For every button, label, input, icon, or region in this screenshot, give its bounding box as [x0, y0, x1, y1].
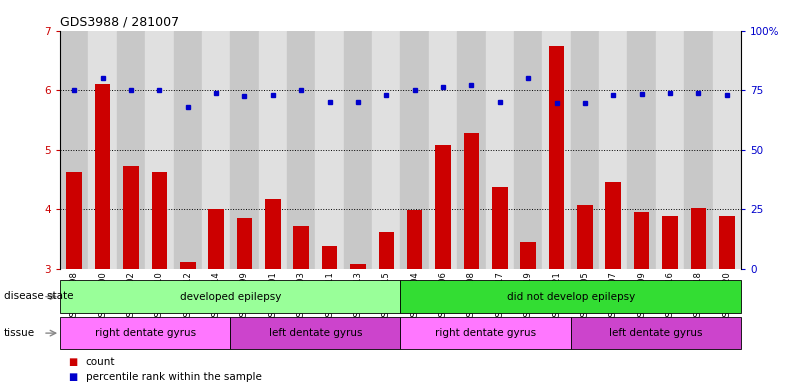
Bar [599, 31, 627, 269]
Text: disease state: disease state [4, 291, 74, 301]
Text: developed epilepsy: developed epilepsy [179, 291, 281, 302]
Text: tissue: tissue [4, 328, 35, 338]
Bar [662, 217, 678, 269]
Bar [180, 262, 195, 269]
Bar [145, 31, 174, 269]
Bar [627, 31, 656, 269]
Bar [66, 172, 82, 269]
Bar [287, 31, 316, 269]
Bar [344, 31, 372, 269]
Text: ■: ■ [68, 357, 78, 367]
Bar [60, 280, 400, 313]
Bar [606, 182, 621, 269]
Bar [570, 317, 741, 349]
Bar [684, 31, 713, 269]
Bar [174, 31, 202, 269]
Bar [400, 317, 570, 349]
Bar [123, 166, 139, 269]
Bar [429, 31, 457, 269]
Bar [265, 199, 280, 269]
Text: did not develop epilepsy: did not develop epilepsy [506, 291, 635, 302]
Bar [485, 31, 514, 269]
Bar [464, 133, 479, 269]
Bar [577, 205, 593, 269]
Bar [713, 31, 741, 269]
Bar [634, 212, 650, 269]
Bar [400, 280, 741, 313]
Text: ■: ■ [68, 372, 78, 382]
Bar [549, 46, 565, 269]
Text: count: count [86, 357, 115, 367]
Bar [514, 31, 542, 269]
Bar [60, 31, 88, 269]
Bar [88, 31, 117, 269]
Bar [719, 217, 735, 269]
Bar [570, 31, 599, 269]
Text: GDS3988 / 281007: GDS3988 / 281007 [60, 15, 179, 28]
Bar [542, 31, 570, 269]
Bar [151, 172, 167, 269]
Bar [322, 246, 337, 269]
Bar [457, 31, 485, 269]
Bar [208, 209, 224, 269]
Bar [400, 31, 429, 269]
Text: right dentate gyrus: right dentate gyrus [95, 328, 195, 338]
Text: percentile rank within the sample: percentile rank within the sample [86, 372, 262, 382]
Bar [95, 84, 111, 269]
Text: left dentate gyrus: left dentate gyrus [609, 328, 702, 338]
Bar [60, 317, 231, 349]
Bar [231, 317, 400, 349]
Bar [435, 145, 451, 269]
Bar [372, 31, 400, 269]
Bar [492, 187, 508, 269]
Bar [316, 31, 344, 269]
Bar [236, 218, 252, 269]
Text: left dentate gyrus: left dentate gyrus [268, 328, 362, 338]
Bar [202, 31, 231, 269]
Bar [293, 226, 309, 269]
Bar [407, 210, 422, 269]
Bar [259, 31, 287, 269]
Bar [690, 208, 706, 269]
Bar [379, 232, 394, 269]
Text: right dentate gyrus: right dentate gyrus [435, 328, 536, 338]
Bar [521, 242, 536, 269]
Bar [656, 31, 684, 269]
Bar [231, 31, 259, 269]
Bar [350, 264, 366, 269]
Bar [117, 31, 145, 269]
